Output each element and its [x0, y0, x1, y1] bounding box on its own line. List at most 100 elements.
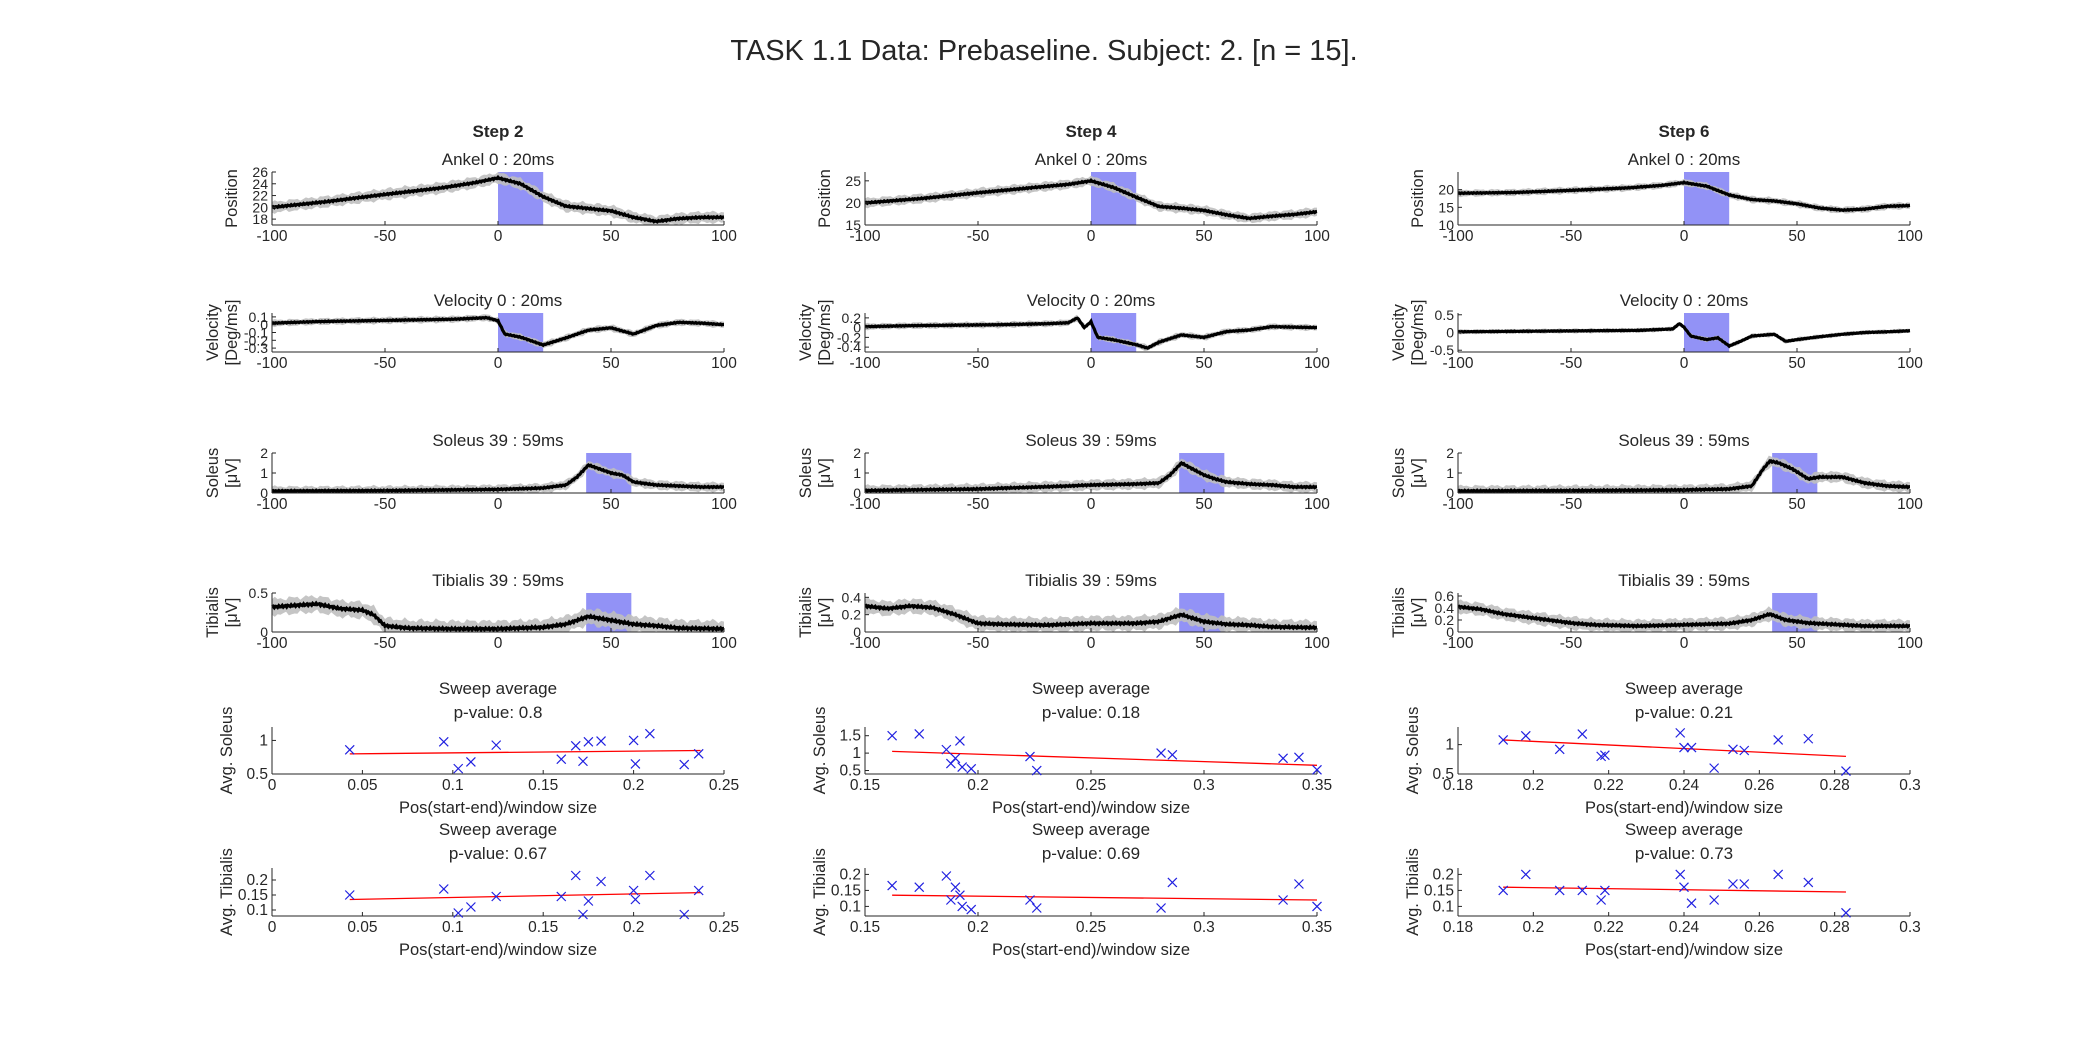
y-axis-label: [Deg/ms]: [816, 299, 834, 365]
x-tick-label: -50: [967, 228, 990, 245]
x-tick-label: -50: [967, 355, 990, 372]
x-tick-label: 0: [1680, 496, 1689, 513]
p-value-label: p-value: 0.18: [1042, 703, 1140, 722]
y-axis-label: Soleus: [797, 448, 815, 498]
time-series-panel: -100 -50 0 50 100 15 20 25 Ankel 0 : 20ms Positio…: [816, 150, 1330, 245]
y-tick-label: 0.15: [831, 882, 861, 899]
x-tick-label: 0.2: [967, 777, 989, 794]
scatter-point: [630, 894, 641, 905]
x-axis-label: Pos(start-end)/window size: [1585, 941, 1783, 959]
x-tick-label: 50: [602, 635, 620, 652]
y-tick-label: 0.5: [839, 763, 861, 780]
y-tick-label: 1.5: [839, 728, 861, 745]
y-axis-label: Avg. Soleus: [1404, 707, 1422, 795]
time-series-panel: -100 -50 0 50 100 0 1 2 Soleus 39 : 59ms Soleus [μ…: [1390, 431, 1923, 513]
x-tick-label: 100: [1897, 228, 1923, 245]
panel-title: Velocity 0 : 20ms: [1620, 291, 1749, 310]
y-tick-label: 0: [1446, 624, 1454, 640]
regression-line: [1503, 739, 1846, 758]
y-tick-label: 0.6: [1435, 588, 1455, 604]
x-tick-label: 0.05: [347, 777, 377, 794]
panel-title: Soleus 39 : 59ms: [1025, 431, 1156, 450]
x-tick-label: 0.15: [850, 919, 880, 936]
scatter-point: [1675, 869, 1686, 880]
x-axis-label: Pos(start-end)/window size: [992, 941, 1190, 959]
scatter-point: [941, 871, 952, 881]
scatter-point: [1293, 752, 1304, 763]
scatter-point: [1156, 748, 1166, 759]
x-tick-label: -50: [1560, 355, 1583, 372]
x-tick-label: 50: [1195, 635, 1213, 652]
x-tick-label: 50: [1788, 228, 1806, 245]
x-tick-label: 50: [1788, 355, 1806, 372]
p-value-label: p-value: 0.67: [449, 844, 547, 863]
scatter-point: [596, 736, 606, 747]
y-axis-label: Tibialis: [204, 587, 222, 638]
x-tick-label: 0: [268, 777, 277, 794]
scatter-point: [1675, 727, 1686, 738]
x-tick-label: -100: [849, 355, 880, 372]
scatter-point: [1554, 744, 1565, 755]
y-tick-label: -0.2: [837, 329, 861, 345]
x-tick-label: 0.3: [1899, 777, 1921, 794]
panel-title: Sweep average: [1032, 820, 1150, 839]
panel-title: Soleus 39 : 59ms: [432, 431, 563, 450]
x-tick-label: 50: [1788, 496, 1806, 513]
mean-trace: [1457, 604, 1910, 630]
mean-trace: [864, 316, 1317, 350]
y-tick-label: 20: [1438, 182, 1454, 198]
scatter-point: [1167, 877, 1178, 888]
column-title: Step 4: [1065, 122, 1117, 141]
x-tick-label: 0: [1680, 228, 1689, 245]
p-value-label: p-value: 0.8: [454, 703, 543, 722]
x-tick-label: 0.24: [1669, 777, 1700, 794]
scatter-panel: 0 0.05 0.1 0.15 0.2 0.25 0.5 1 Sweep average p-va…: [218, 679, 739, 817]
scatter-point: [453, 908, 464, 918]
mean-trace: [864, 602, 1318, 631]
x-tick-label: 100: [1897, 635, 1923, 652]
scatter-point: [556, 754, 567, 765]
x-tick-label: 0: [1087, 496, 1096, 513]
x-tick-label: -100: [849, 496, 880, 513]
analysis-window: [1684, 172, 1730, 225]
x-tick-label: 0.15: [850, 777, 880, 794]
x-tick-label: 100: [711, 228, 737, 245]
y-axis-label: [μV]: [1409, 458, 1427, 488]
scatter-point: [1679, 882, 1689, 893]
panel-title: Ankel 0 : 20ms: [1628, 150, 1740, 169]
x-tick-label: 0: [494, 635, 503, 652]
x-tick-label: -100: [256, 635, 287, 652]
figure-title: TASK 1.1 Data: Prebaseline. Subject: 2. …: [730, 35, 1357, 67]
panel-title: Tibialis 39 : 59ms: [432, 571, 564, 590]
y-tick-label: 0.5: [246, 766, 268, 783]
y-axis-label: Position: [223, 169, 241, 228]
panel-title: Sweep average: [1032, 679, 1150, 698]
x-tick-label: -50: [967, 496, 990, 513]
x-tick-label: 0.18: [1443, 777, 1473, 794]
x-tick-label: 0.15: [528, 777, 558, 794]
y-axis-label: [μV]: [816, 458, 834, 488]
y-tick-label: 1: [852, 745, 861, 762]
scatter-point: [954, 890, 965, 901]
scatter-point: [438, 736, 449, 747]
x-tick-label: 0: [494, 228, 503, 245]
scatter-point: [1728, 744, 1738, 755]
scatter-point: [578, 909, 588, 920]
mean-trace: [1457, 180, 1911, 213]
x-tick-label: -50: [1560, 635, 1583, 652]
scatter-point: [583, 736, 594, 747]
x-tick-label: -100: [256, 228, 287, 245]
panel-title: Sweep average: [1625, 820, 1743, 839]
x-tick-label: -100: [256, 496, 287, 513]
scatter-point: [954, 736, 965, 746]
scatter-point: [1278, 753, 1289, 764]
y-tick-label: -0.5: [1430, 342, 1454, 358]
scatter-point: [570, 740, 581, 751]
scatter-point: [465, 902, 476, 912]
y-tick-label: 0: [260, 624, 268, 640]
scatter-point: [644, 728, 655, 739]
